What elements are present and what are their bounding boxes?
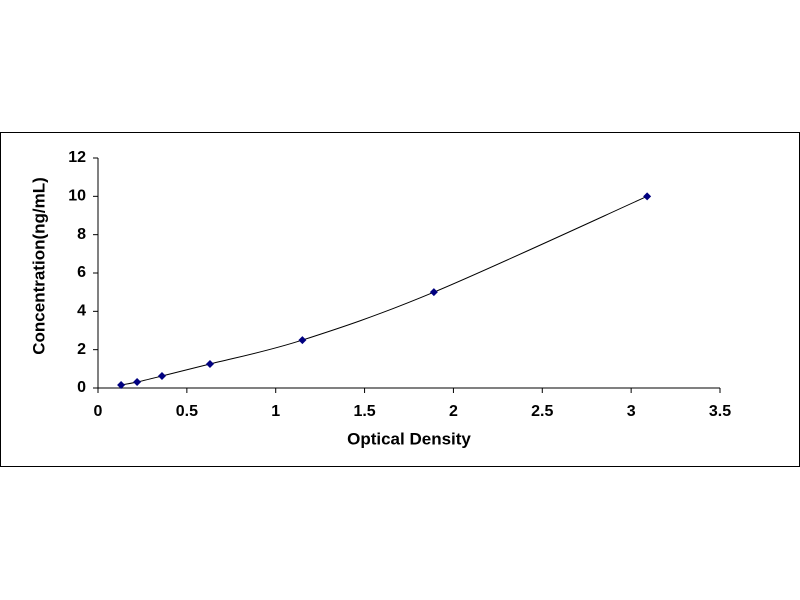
point <box>205 360 214 369</box>
point <box>429 288 438 297</box>
x-tick-label: 2.5 <box>531 403 553 420</box>
point <box>157 372 166 381</box>
y-tick-label: 10 <box>68 188 86 205</box>
x-axis-title: Optical Density <box>347 429 471 448</box>
point <box>133 378 142 387</box>
x-tick-label: 3.5 <box>709 403 731 420</box>
fit-curve <box>121 195 648 386</box>
point <box>643 192 652 201</box>
y-tick-label: 12 <box>68 149 86 166</box>
chart-frame <box>0 132 800 467</box>
point <box>298 336 307 345</box>
y-tick-label: 4 <box>77 303 86 320</box>
x-tick-label: 0 <box>94 403 103 420</box>
y-tick-label: 0 <box>77 379 86 396</box>
y-axis-title: Concentration(ng/mL) <box>29 177 48 355</box>
x-tick-label: 2 <box>449 403 458 420</box>
x-tick-label: 0.5 <box>176 403 198 420</box>
y-tick-label: 6 <box>77 264 86 281</box>
x-tick-label: 3 <box>627 403 636 420</box>
y-tick-label: 8 <box>77 226 86 243</box>
y-tick-label: 2 <box>77 341 86 358</box>
x-tick-label: 1 <box>271 403 280 420</box>
point <box>117 381 126 390</box>
x-tick-label: 1.5 <box>353 403 375 420</box>
